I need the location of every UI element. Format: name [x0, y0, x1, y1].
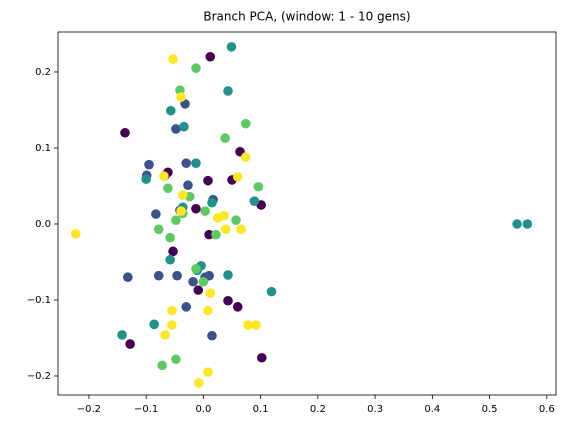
point [266, 286, 277, 297]
point [120, 127, 130, 138]
x-tick-label: 0.1 [253, 404, 269, 415]
point [171, 354, 181, 365]
point [165, 232, 175, 243]
point [211, 229, 221, 240]
point [232, 302, 243, 312]
y-tick-label: −0.2 [27, 371, 51, 382]
point [191, 203, 201, 214]
point [203, 305, 213, 316]
point [171, 215, 181, 225]
point [167, 305, 177, 316]
y-tick-label: 0.1 [35, 143, 51, 154]
point [167, 320, 177, 330]
point [243, 320, 253, 330]
point [220, 133, 230, 143]
point [153, 224, 164, 235]
point [226, 42, 237, 52]
point [191, 264, 201, 274]
point [191, 158, 201, 168]
point [188, 276, 198, 287]
point [159, 171, 169, 181]
chart-title: Branch PCA, (window: 1 - 10 gens) [203, 10, 410, 24]
point [144, 159, 154, 170]
axes-frame [57, 31, 557, 396]
point [177, 190, 188, 200]
point [179, 121, 189, 132]
point [204, 229, 214, 240]
point [151, 209, 161, 219]
point [163, 183, 173, 194]
x-tick-label: 0.4 [424, 404, 440, 415]
y-tick-label: 0.2 [35, 67, 51, 78]
point [223, 270, 233, 280]
point [522, 219, 533, 229]
point [240, 118, 251, 129]
point [207, 330, 217, 341]
x-tick-label: 0.0 [195, 404, 211, 415]
point [181, 158, 192, 168]
point [205, 51, 216, 62]
point [240, 152, 251, 162]
point [183, 180, 193, 191]
point [205, 288, 216, 298]
x-tick-label: 0.3 [367, 404, 383, 415]
point [223, 295, 233, 306]
x-tick-label: 0.6 [539, 404, 555, 415]
point [249, 196, 260, 206]
point [123, 272, 133, 282]
point [172, 270, 182, 281]
x-tick-label: 0.5 [482, 404, 498, 415]
point [160, 330, 170, 340]
point [168, 54, 178, 64]
point [193, 285, 204, 295]
y-tick-label: 0.0 [35, 219, 51, 230]
point [256, 352, 267, 363]
point [157, 360, 167, 371]
point [149, 319, 159, 330]
point [232, 172, 243, 182]
point [236, 224, 246, 235]
point [231, 215, 241, 225]
point [191, 63, 201, 73]
point [223, 86, 233, 96]
point [203, 175, 213, 186]
point [207, 197, 217, 208]
point [153, 270, 164, 281]
point [253, 181, 264, 192]
y-tick-label: −0.1 [27, 295, 51, 306]
point [117, 330, 127, 340]
point [512, 219, 522, 229]
x-tick-label: 0.2 [310, 404, 326, 415]
point [125, 339, 135, 349]
point [168, 246, 178, 257]
point [141, 174, 151, 184]
point [165, 254, 175, 265]
point [70, 229, 81, 239]
point [198, 276, 209, 287]
x-tick-label: −0.1 [134, 404, 158, 415]
point [220, 224, 231, 235]
x-tick-label: −0.2 [77, 404, 101, 415]
point [219, 210, 229, 221]
point [204, 270, 214, 281]
point [176, 92, 186, 102]
point [203, 367, 213, 377]
point [200, 206, 210, 216]
point [171, 124, 181, 134]
point [194, 378, 204, 388]
point [165, 105, 176, 116]
point [251, 320, 261, 330]
point [181, 302, 192, 312]
point [176, 206, 186, 216]
